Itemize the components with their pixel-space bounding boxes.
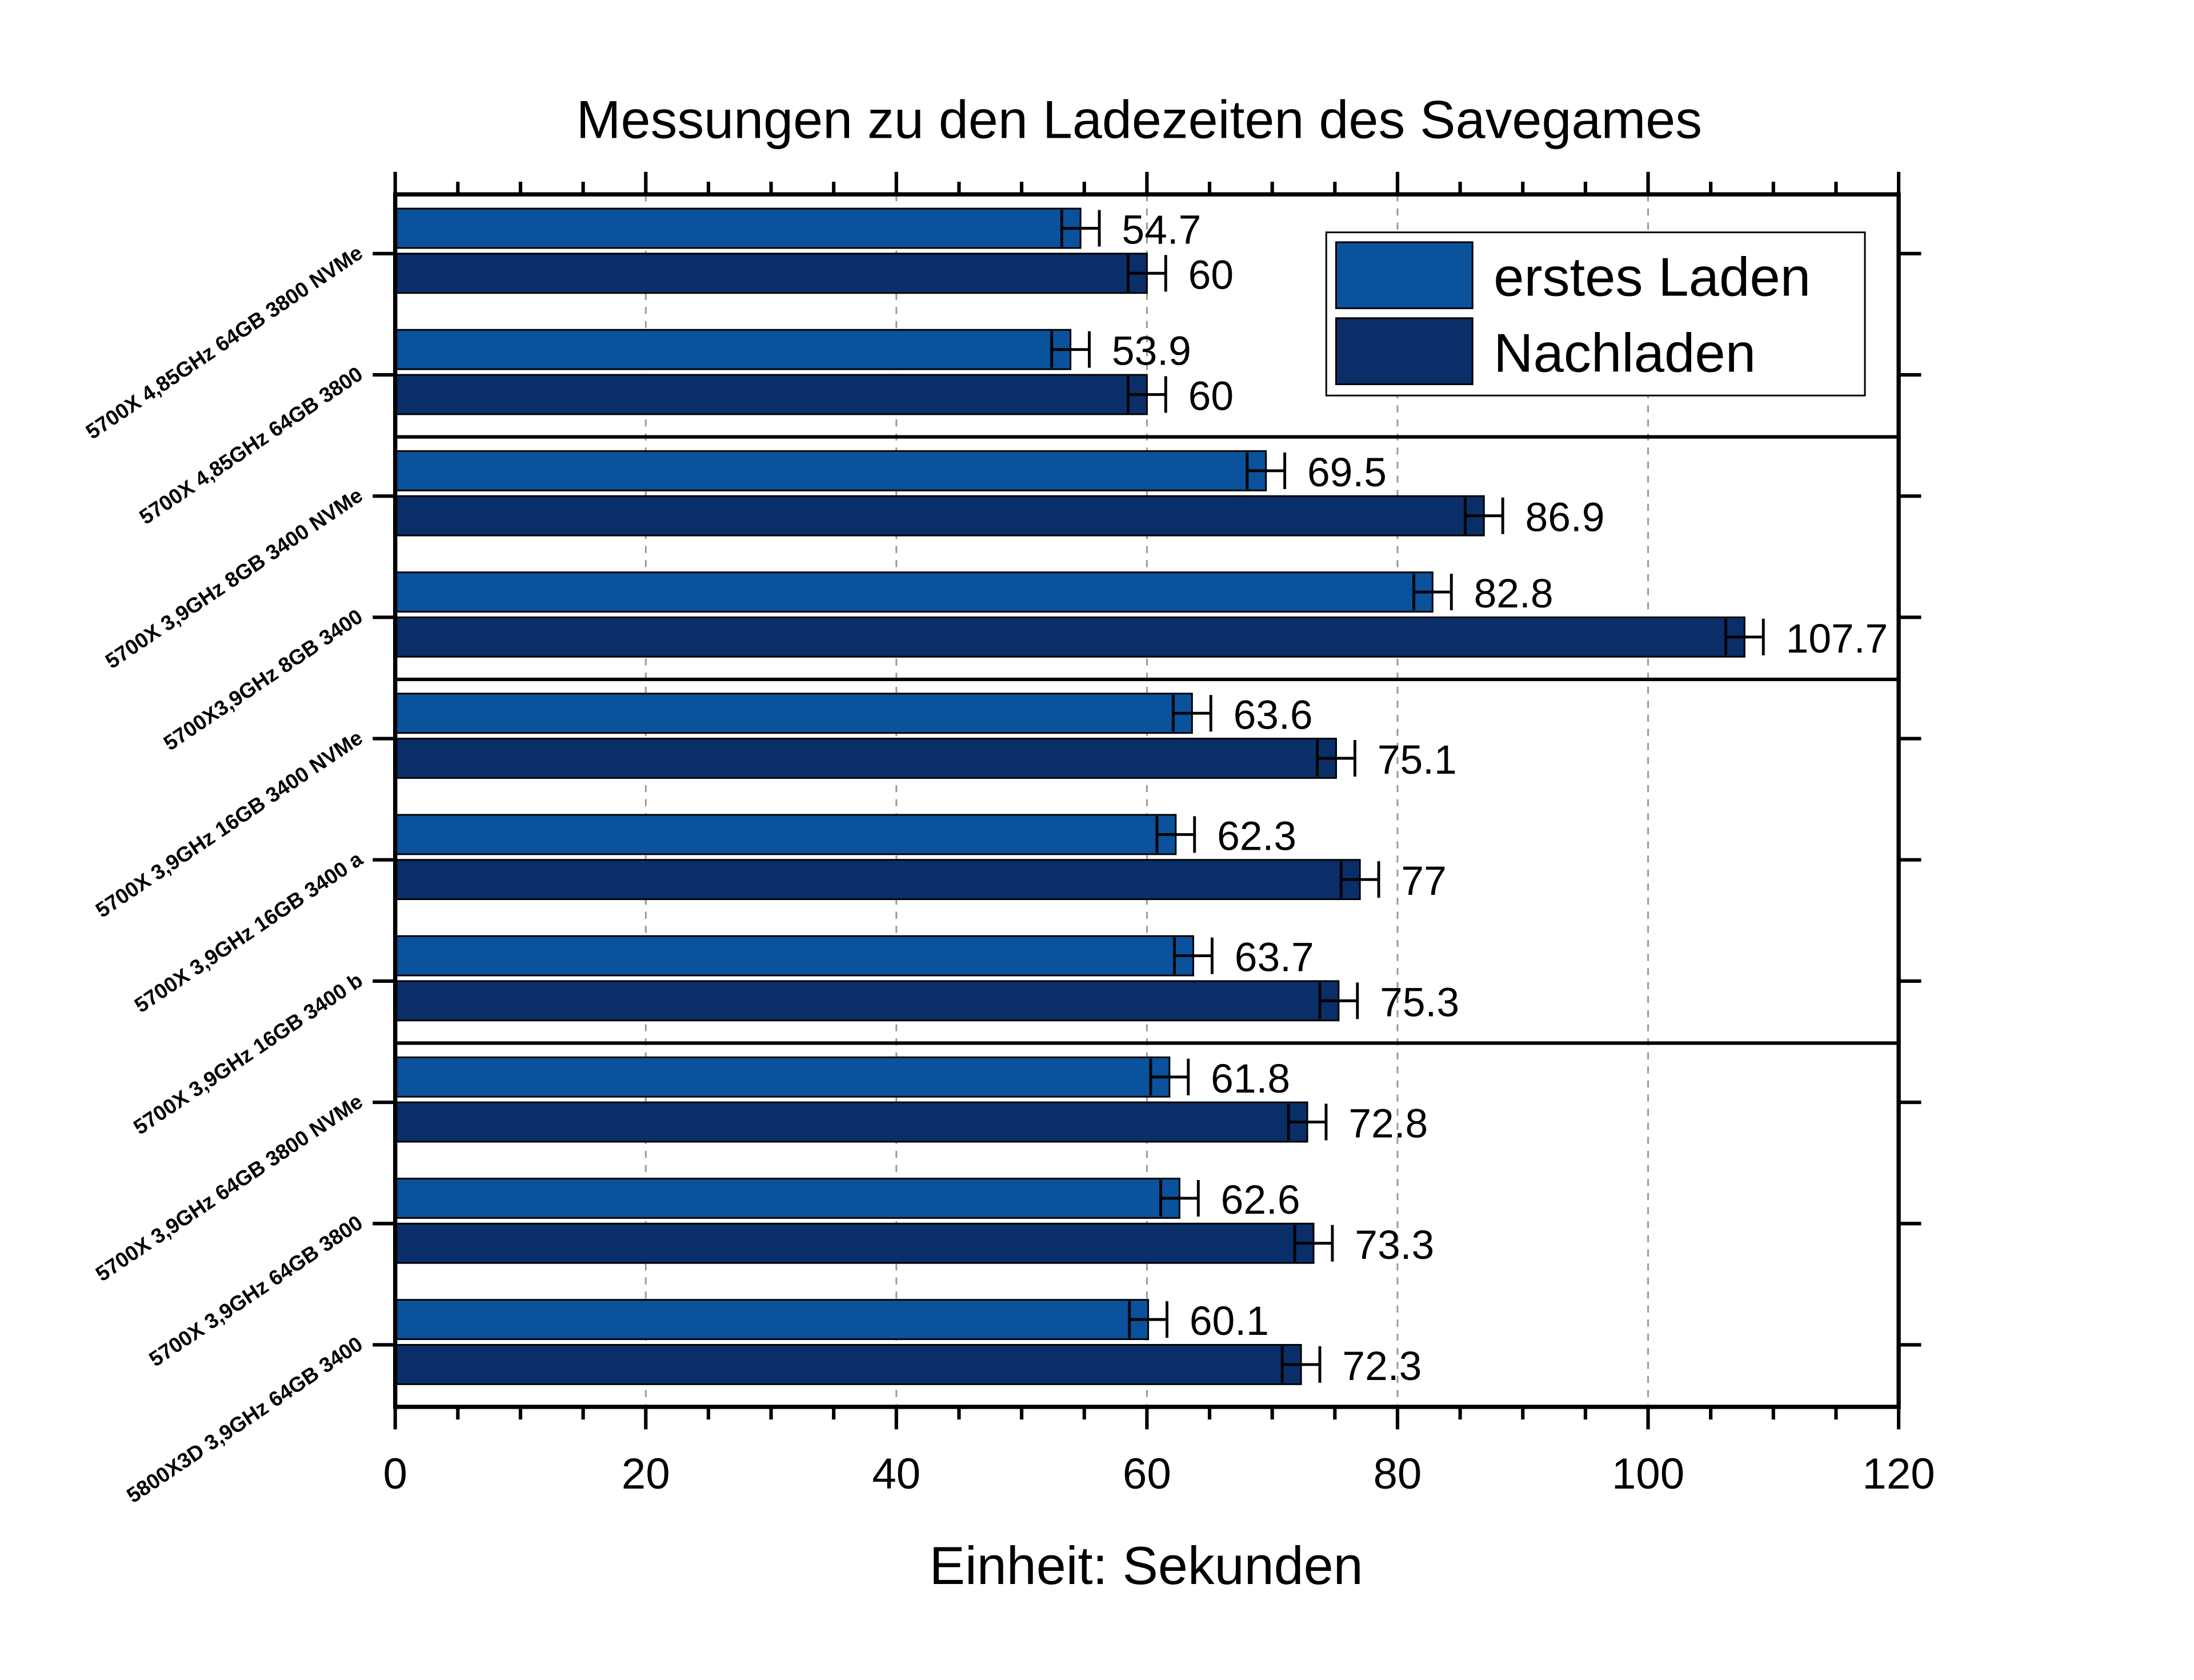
bar	[394, 450, 1267, 491]
bar	[394, 693, 1193, 734]
bar	[394, 253, 1148, 294]
x-tick-label: 0	[383, 1450, 407, 1498]
chart-title: Messungen zu den Ladezeiten des Savegame…	[576, 90, 1702, 150]
bar	[394, 1343, 1302, 1385]
data-label: 72.8	[1348, 1101, 1428, 1147]
x-tick-label: 40	[872, 1450, 920, 1498]
data-label: 61.8	[1211, 1056, 1290, 1102]
data-label: 62.3	[1217, 813, 1296, 859]
x-tick-label: 60	[1123, 1450, 1171, 1498]
data-label: 82.8	[1474, 571, 1554, 617]
data-label: 86.9	[1526, 495, 1605, 541]
y-tick-label: 5700X3,9GHz 8GB 3400	[159, 605, 367, 755]
legend-swatch	[1335, 317, 1474, 385]
bar	[394, 1222, 1315, 1264]
legend: erstes Laden Nachladen	[1325, 231, 1866, 397]
data-label: 60.1	[1190, 1298, 1269, 1344]
data-label: 54.7	[1122, 207, 1201, 253]
bar	[394, 814, 1177, 855]
bar	[394, 1101, 1308, 1143]
data-label: 53.9	[1112, 329, 1191, 374]
data-label: 63.7	[1235, 935, 1314, 981]
legend-label: erstes Laden	[1494, 246, 1811, 307]
bar	[394, 207, 1082, 249]
bar	[394, 1299, 1150, 1341]
bar	[394, 616, 1745, 658]
bar	[394, 495, 1485, 537]
bar	[394, 1056, 1171, 1098]
data-label: 73.3	[1355, 1222, 1434, 1268]
bar	[394, 980, 1340, 1022]
data-label: 62.6	[1221, 1177, 1300, 1223]
bar	[394, 329, 1072, 370]
data-label: 77	[1401, 858, 1446, 904]
legend-label: Nachladen	[1494, 322, 1756, 383]
bar	[394, 738, 1337, 779]
bar	[394, 859, 1361, 901]
data-label: 72.3	[1342, 1343, 1422, 1389]
data-label: 60	[1188, 252, 1234, 298]
x-tick-label: 120	[1862, 1450, 1935, 1498]
data-label: 107.7	[1786, 616, 1888, 662]
bar	[394, 374, 1148, 415]
bar	[394, 935, 1194, 977]
x-tick-label: 100	[1612, 1450, 1684, 1498]
data-label: 69.5	[1307, 450, 1387, 495]
bar	[394, 571, 1434, 613]
data-label: 63.6	[1234, 692, 1313, 738]
x-tick-label: 80	[1374, 1450, 1422, 1498]
data-label: 75.1	[1378, 737, 1457, 783]
data-label: 75.3	[1380, 979, 1459, 1025]
x-axis-label: Einheit: Sekunden	[930, 1535, 1363, 1595]
bar	[394, 1178, 1180, 1219]
legend-swatch	[1335, 241, 1474, 310]
y-tick-label: 5700X 4,85GHz 64GB 3800 NVMe	[82, 241, 367, 443]
x-tick-label: 20	[622, 1450, 670, 1498]
data-label: 60	[1188, 374, 1234, 419]
